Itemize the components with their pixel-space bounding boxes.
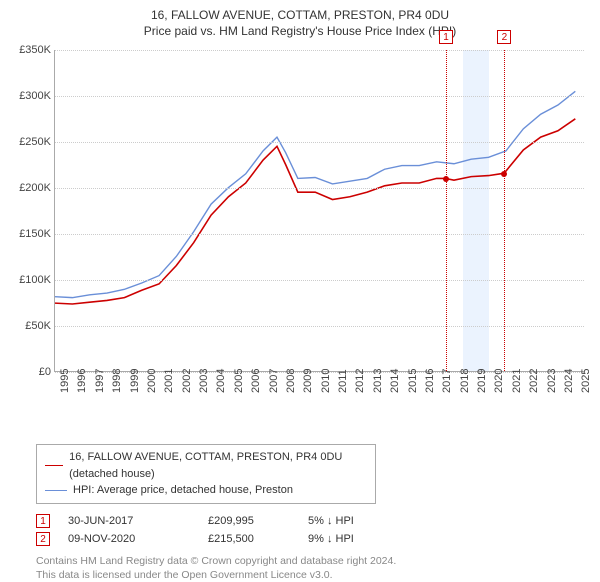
x-axis-label: 2001 (163, 369, 175, 393)
footer-attribution: Contains HM Land Registry data © Crown c… (36, 554, 576, 582)
x-axis-label: 2008 (285, 369, 297, 393)
sales-table: 1 30-JUN-2017£209,9955% ↓ HPI 2 09-NOV-2020… (36, 512, 576, 548)
x-axis-label: 2004 (215, 369, 227, 393)
sale-price: £215,500 (208, 533, 308, 545)
x-axis-label: 2006 (250, 369, 262, 393)
x-axis-label: 2011 (337, 369, 349, 393)
x-axis-label: 1996 (76, 369, 88, 393)
plot-area: £0£50K£100K£150K£200K£250K£300K£350K1995… (54, 50, 584, 372)
down-arrow-icon: ↓ (327, 533, 333, 545)
x-axis-label: 2016 (424, 369, 436, 393)
legend-box: 16, FALLOW AVENUE, COTTAM, PRESTON, PR4 … (36, 444, 376, 504)
series-hpi (55, 91, 575, 297)
series-property (55, 119, 575, 304)
legend-label: 16, FALLOW AVENUE, COTTAM, PRESTON, PR4 … (69, 449, 367, 482)
y-axis-label: £250K (9, 136, 51, 148)
y-axis-label: £0 (9, 366, 51, 378)
x-axis-label: 2017 (441, 369, 453, 393)
legend-swatch (45, 465, 63, 466)
chart-title-line1: 16, FALLOW AVENUE, COTTAM, PRESTON, PR4 … (0, 8, 600, 22)
chart-area: £0£50K£100K£150K£200K£250K£300K£350K1995… (8, 50, 592, 410)
y-axis-label: £50K (9, 320, 51, 332)
x-axis-label: 2022 (528, 369, 540, 393)
x-axis-label: 2025 (580, 369, 592, 393)
y-axis-label: £150K (9, 228, 51, 240)
sale-marker-dot (501, 171, 507, 177)
x-axis-label: 2013 (372, 369, 384, 393)
x-axis-label: 2021 (511, 369, 523, 393)
y-axis-label: £350K (9, 44, 51, 56)
x-axis-label: 2010 (320, 369, 332, 393)
x-axis-label: 2015 (407, 369, 419, 393)
sale-flag: 1 (36, 514, 50, 528)
x-axis-label: 1999 (129, 369, 141, 393)
sale-delta: 9% ↓ HPI (308, 533, 448, 545)
sale-date: 30-JUN-2017 (68, 515, 208, 527)
x-axis-label: 2005 (233, 369, 245, 393)
x-axis-label: 2000 (146, 369, 158, 393)
footer-line2: This data is licensed under the Open Gov… (36, 568, 576, 582)
x-axis-label: 1995 (59, 369, 71, 393)
x-axis-label: 2020 (493, 369, 505, 393)
sale-marker-flag: 1 (439, 30, 453, 44)
sale-marker-line (504, 50, 505, 371)
sale-price: £209,995 (208, 515, 308, 527)
y-axis-label: £200K (9, 182, 51, 194)
x-axis-label: 2014 (389, 369, 401, 393)
sale-row: 2 09-NOV-2020£215,5009% ↓ HPI (36, 530, 576, 548)
x-axis-label: 2003 (198, 369, 210, 393)
sale-marker-flag: 2 (497, 30, 511, 44)
sale-delta: 5% ↓ HPI (308, 515, 448, 527)
legend-row: 16, FALLOW AVENUE, COTTAM, PRESTON, PR4 … (45, 449, 367, 482)
footer-line1: Contains HM Land Registry data © Crown c… (36, 554, 576, 568)
sale-flag: 2 (36, 532, 50, 546)
y-axis-label: £300K (9, 90, 51, 102)
x-axis-label: 2002 (181, 369, 193, 393)
bottom-info-block: 16, FALLOW AVENUE, COTTAM, PRESTON, PR4 … (36, 444, 576, 582)
x-axis-label: 2023 (546, 369, 558, 393)
x-axis-label: 2019 (476, 369, 488, 393)
x-axis-label: 1997 (94, 369, 106, 393)
x-axis-label: 2018 (459, 369, 471, 393)
sale-row: 1 30-JUN-2017£209,9955% ↓ HPI (36, 512, 576, 530)
x-axis-label: 2007 (268, 369, 280, 393)
legend-label: HPI: Average price, detached house, Pres… (73, 482, 293, 499)
x-axis-label: 2009 (302, 369, 314, 393)
sale-marker-line (446, 50, 447, 371)
legend-row: HPI: Average price, detached house, Pres… (45, 482, 367, 499)
x-axis-label: 2024 (563, 369, 575, 393)
y-axis-label: £100K (9, 274, 51, 286)
down-arrow-icon: ↓ (327, 515, 333, 527)
legend-swatch (45, 490, 67, 491)
sale-date: 09-NOV-2020 (68, 533, 208, 545)
sale-marker-dot (443, 176, 449, 182)
x-axis-label: 2012 (354, 369, 366, 393)
x-axis-label: 1998 (111, 369, 123, 393)
